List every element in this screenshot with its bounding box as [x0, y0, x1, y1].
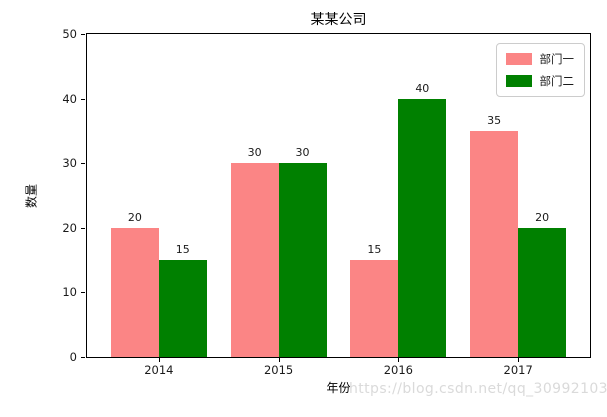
bar-部门一-2017 [470, 130, 519, 357]
bar-部门一-2016 [350, 260, 399, 357]
y-tick-mark [81, 357, 85, 358]
bar-value-label: 20 [535, 210, 550, 224]
bar-部门一-2014 [110, 227, 159, 357]
x-tick-mark [278, 358, 280, 362]
bar-value-label: 15 [175, 243, 190, 257]
chart-title: 某某公司 [310, 12, 367, 28]
y-tick-mark [81, 163, 85, 165]
x-tick-label: 2015 [263, 363, 294, 377]
bar-value-label: 20 [127, 210, 142, 224]
y-tick-mark [81, 34, 85, 35]
y-tick-label: 0 [69, 350, 77, 364]
bar-value-label: 35 [487, 113, 502, 127]
x-axis-label: 年份 [326, 381, 351, 395]
x-tick-label: 2014 [144, 363, 174, 377]
bar-部门二-2017 [518, 227, 567, 357]
legend-row: 部门一 [505, 51, 575, 67]
y-tick-mark [81, 292, 85, 294]
bar-部门一-2015 [230, 163, 279, 357]
bar-value-label: 15 [367, 243, 382, 257]
y-tick-label: 10 [62, 285, 77, 300]
legend-label: 部门一 [539, 52, 575, 66]
bar-部门二-2014 [158, 260, 207, 357]
legend-row: 部门二 [505, 73, 575, 89]
bar-value-label: 40 [415, 81, 430, 95]
y-tick-mark [81, 98, 85, 100]
x-tick-mark [158, 358, 160, 362]
x-tick-label: 2016 [383, 363, 414, 377]
watermark-text: https://blog.csdn.net/qq_30992103 [349, 381, 607, 397]
bar-value-label: 30 [247, 146, 262, 160]
y-tick-label: 20 [62, 220, 77, 235]
y-axis-label: 数量 [24, 183, 39, 209]
legend: 部门一 部门二 [495, 43, 585, 97]
x-tick-mark [518, 358, 520, 362]
y-tick-mark [81, 227, 85, 229]
x-tick-mark [398, 358, 400, 362]
legend-swatch [505, 53, 532, 65]
bar-value-label: 30 [295, 146, 310, 160]
bar-部门二-2016 [398, 98, 447, 357]
plot-area: 20 15 30 30 15 40 35 20 部门一部门二 [86, 33, 591, 358]
x-tick-label: 2017 [503, 363, 533, 377]
legend-swatch [505, 75, 532, 87]
bar-部门二-2015 [278, 163, 327, 357]
y-tick-label: 50 [62, 27, 77, 41]
legend-label: 部门二 [539, 74, 575, 88]
y-tick-label: 30 [62, 156, 77, 171]
y-tick-label: 40 [62, 91, 77, 106]
